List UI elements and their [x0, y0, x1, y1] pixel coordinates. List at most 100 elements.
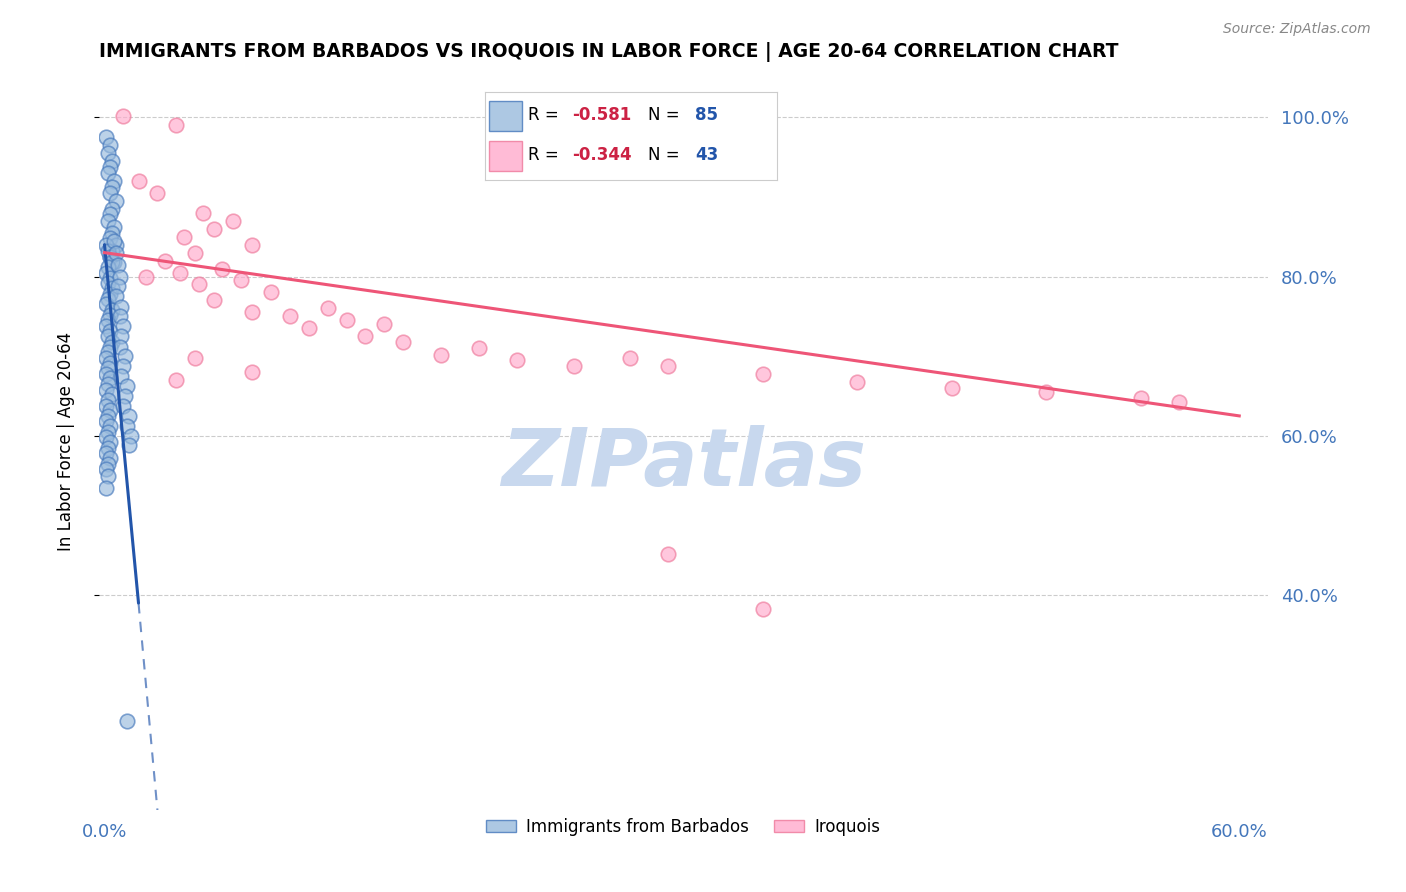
- Text: ZIPatlas: ZIPatlas: [501, 425, 866, 503]
- Point: [98, 340, 121, 354]
- Point: [98, 231, 121, 245]
- Point: [98, 419, 121, 434]
- Point: [96, 266, 118, 280]
- Point: [115, 379, 138, 393]
- Point: [98, 271, 121, 285]
- Point: [98, 250, 121, 264]
- Point: [98, 371, 121, 385]
- Point: [562, 359, 585, 373]
- Point: [211, 261, 233, 276]
- Point: [112, 109, 135, 123]
- Point: [104, 245, 127, 260]
- Point: [101, 302, 124, 317]
- Point: [298, 321, 321, 335]
- Point: [118, 438, 141, 452]
- Point: [184, 245, 207, 260]
- Point: [240, 237, 263, 252]
- Point: [115, 419, 138, 434]
- Point: [103, 255, 125, 269]
- Point: [96, 237, 118, 252]
- Point: [98, 287, 121, 301]
- Point: [1167, 395, 1189, 409]
- Point: [104, 289, 127, 303]
- Point: [101, 334, 124, 349]
- Point: [110, 329, 132, 343]
- Point: [118, 409, 141, 423]
- Point: [222, 213, 245, 227]
- Legend: Immigrants from Barbados, Iroquois: Immigrants from Barbados, Iroquois: [479, 811, 887, 842]
- Point: [1129, 391, 1152, 405]
- Point: [657, 547, 679, 561]
- Point: [98, 207, 121, 221]
- Point: [240, 305, 263, 319]
- Point: [112, 318, 135, 333]
- Point: [373, 318, 395, 332]
- Point: [97, 329, 120, 343]
- Point: [97, 392, 120, 407]
- Point: [96, 318, 118, 333]
- Point: [103, 220, 125, 235]
- Point: [98, 160, 121, 174]
- Point: [97, 166, 120, 180]
- Text: Source: ZipAtlas.com: Source: ZipAtlas.com: [1223, 22, 1371, 37]
- Point: [97, 292, 120, 306]
- Point: [110, 300, 132, 314]
- Point: [103, 174, 125, 188]
- Point: [98, 138, 121, 153]
- Point: [98, 250, 121, 264]
- Point: [101, 226, 124, 240]
- Point: [97, 377, 120, 392]
- Point: [120, 429, 142, 443]
- Point: [98, 403, 121, 417]
- Point: [96, 383, 118, 397]
- Point: [202, 221, 225, 235]
- Point: [128, 174, 150, 188]
- Point: [96, 351, 118, 365]
- Point: [184, 351, 207, 365]
- Point: [115, 714, 138, 728]
- Point: [751, 367, 773, 381]
- Point: [146, 186, 169, 200]
- Point: [260, 285, 283, 300]
- Point: [98, 186, 121, 200]
- Point: [96, 481, 118, 495]
- Point: [96, 414, 118, 428]
- Point: [98, 451, 121, 466]
- Point: [188, 277, 211, 292]
- Point: [278, 310, 301, 324]
- Point: [112, 399, 135, 413]
- Point: [101, 387, 124, 401]
- Point: [97, 260, 120, 274]
- Point: [98, 324, 121, 338]
- Point: [107, 279, 129, 293]
- Point: [97, 425, 120, 439]
- Point: [96, 297, 118, 311]
- Point: [114, 389, 136, 403]
- Point: [165, 373, 187, 387]
- Point: [107, 258, 129, 272]
- Point: [240, 365, 263, 379]
- Point: [392, 334, 415, 349]
- Point: [101, 154, 124, 169]
- Point: [108, 310, 131, 324]
- Point: [506, 353, 529, 368]
- Point: [98, 355, 121, 369]
- Point: [96, 462, 118, 476]
- Point: [96, 399, 118, 413]
- Point: [110, 369, 132, 384]
- Point: [108, 340, 131, 354]
- Point: [846, 375, 869, 389]
- Point: [101, 281, 124, 295]
- Point: [101, 244, 124, 258]
- Point: [97, 468, 120, 483]
- Point: [103, 234, 125, 248]
- Point: [98, 435, 121, 450]
- Point: [96, 130, 118, 145]
- Point: [104, 237, 127, 252]
- Point: [1035, 384, 1057, 399]
- Point: [97, 345, 120, 359]
- Point: [751, 602, 773, 616]
- Point: [97, 441, 120, 455]
- Point: [169, 266, 191, 280]
- Point: [97, 457, 120, 471]
